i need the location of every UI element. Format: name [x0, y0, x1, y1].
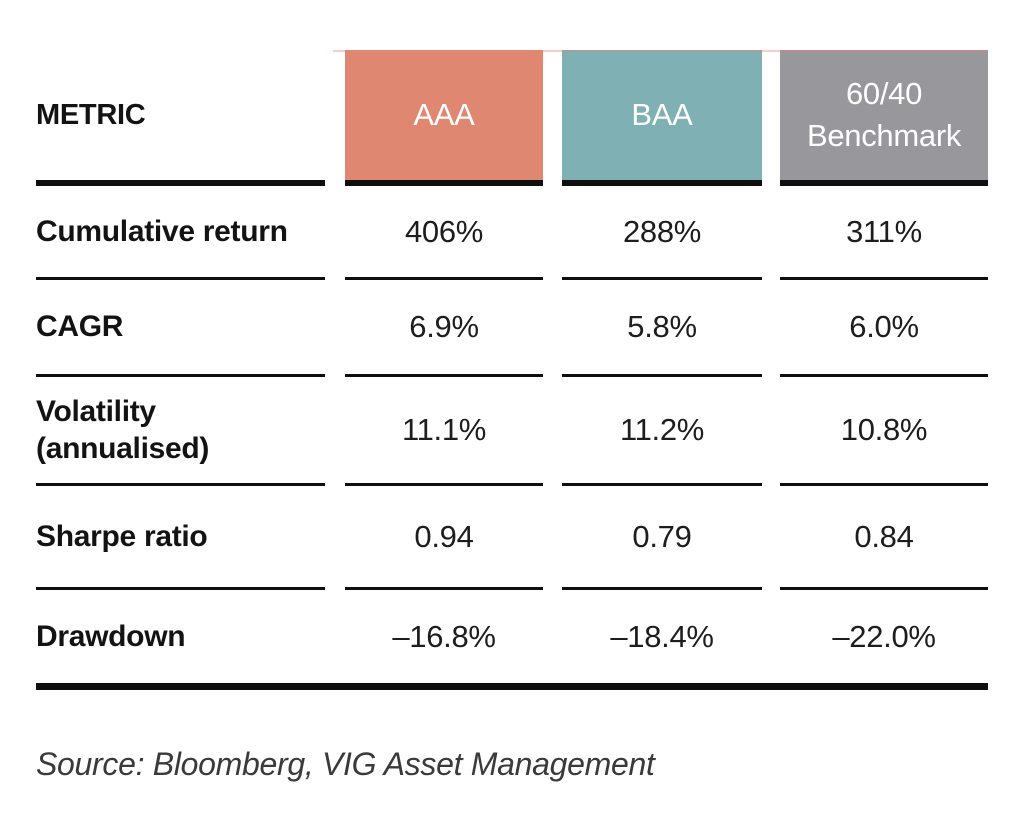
header-top-rule	[333, 50, 988, 52]
table-row-volatility: Volatility (annualised) 11.1% 11.2% 10.8…	[36, 377, 988, 486]
table-row-sharpe-ratio: Sharpe ratio 0.94 0.79 0.84	[36, 486, 988, 590]
metric-label: Drawdown	[36, 619, 186, 653]
metric-value: 406%	[345, 186, 543, 280]
metric-value: 0.79	[562, 486, 762, 590]
metric-value: 10.8%	[780, 377, 988, 486]
metric-value: 6.0%	[780, 280, 988, 377]
metric-label: Cumulative return	[36, 186, 325, 280]
table-row-drawdown: Drawdown –16.8% –18.4% –22.0%	[36, 590, 988, 683]
metric-label: CAGR	[36, 280, 325, 377]
metric-value: 311%	[780, 186, 988, 280]
metric-label: Sharpe ratio	[36, 486, 325, 590]
metric-value: 6.9%	[345, 280, 543, 377]
metric-value: 288%	[562, 186, 762, 280]
source-note: Source: Bloomberg, VIG Asset Management	[36, 746, 655, 782]
table-row-cagr: CAGR 6.9% 5.8% 6.0%	[36, 280, 988, 377]
column-header-aaa: AAA	[345, 50, 543, 186]
metric-column-header: METRIC	[36, 50, 325, 186]
metric-value: 5.8%	[562, 280, 762, 377]
metric-label: Volatility (annualised)	[36, 377, 325, 486]
column-header-benchmark: 60/40 Benchmark	[780, 50, 988, 186]
table-bottom-rule	[36, 683, 988, 690]
metric-value: 11.2%	[562, 377, 762, 486]
table-row-cumulative-return: Cumulative return 406% 288% 311%	[36, 186, 988, 280]
table-header-row: METRIC AAA BAA 60/40 Benchmark	[36, 50, 988, 186]
metrics-table: METRIC AAA BAA 60/40 Benchmark Cumulativ…	[36, 50, 988, 690]
column-header-baa: BAA	[562, 50, 762, 186]
metric-value: 11.1%	[345, 377, 543, 486]
metric-value: –16.8%	[392, 618, 496, 654]
metric-value: 0.84	[780, 486, 988, 590]
metric-value: 0.94	[345, 486, 543, 590]
metric-value: –18.4%	[610, 618, 714, 654]
metric-value: –22.0%	[832, 618, 936, 654]
